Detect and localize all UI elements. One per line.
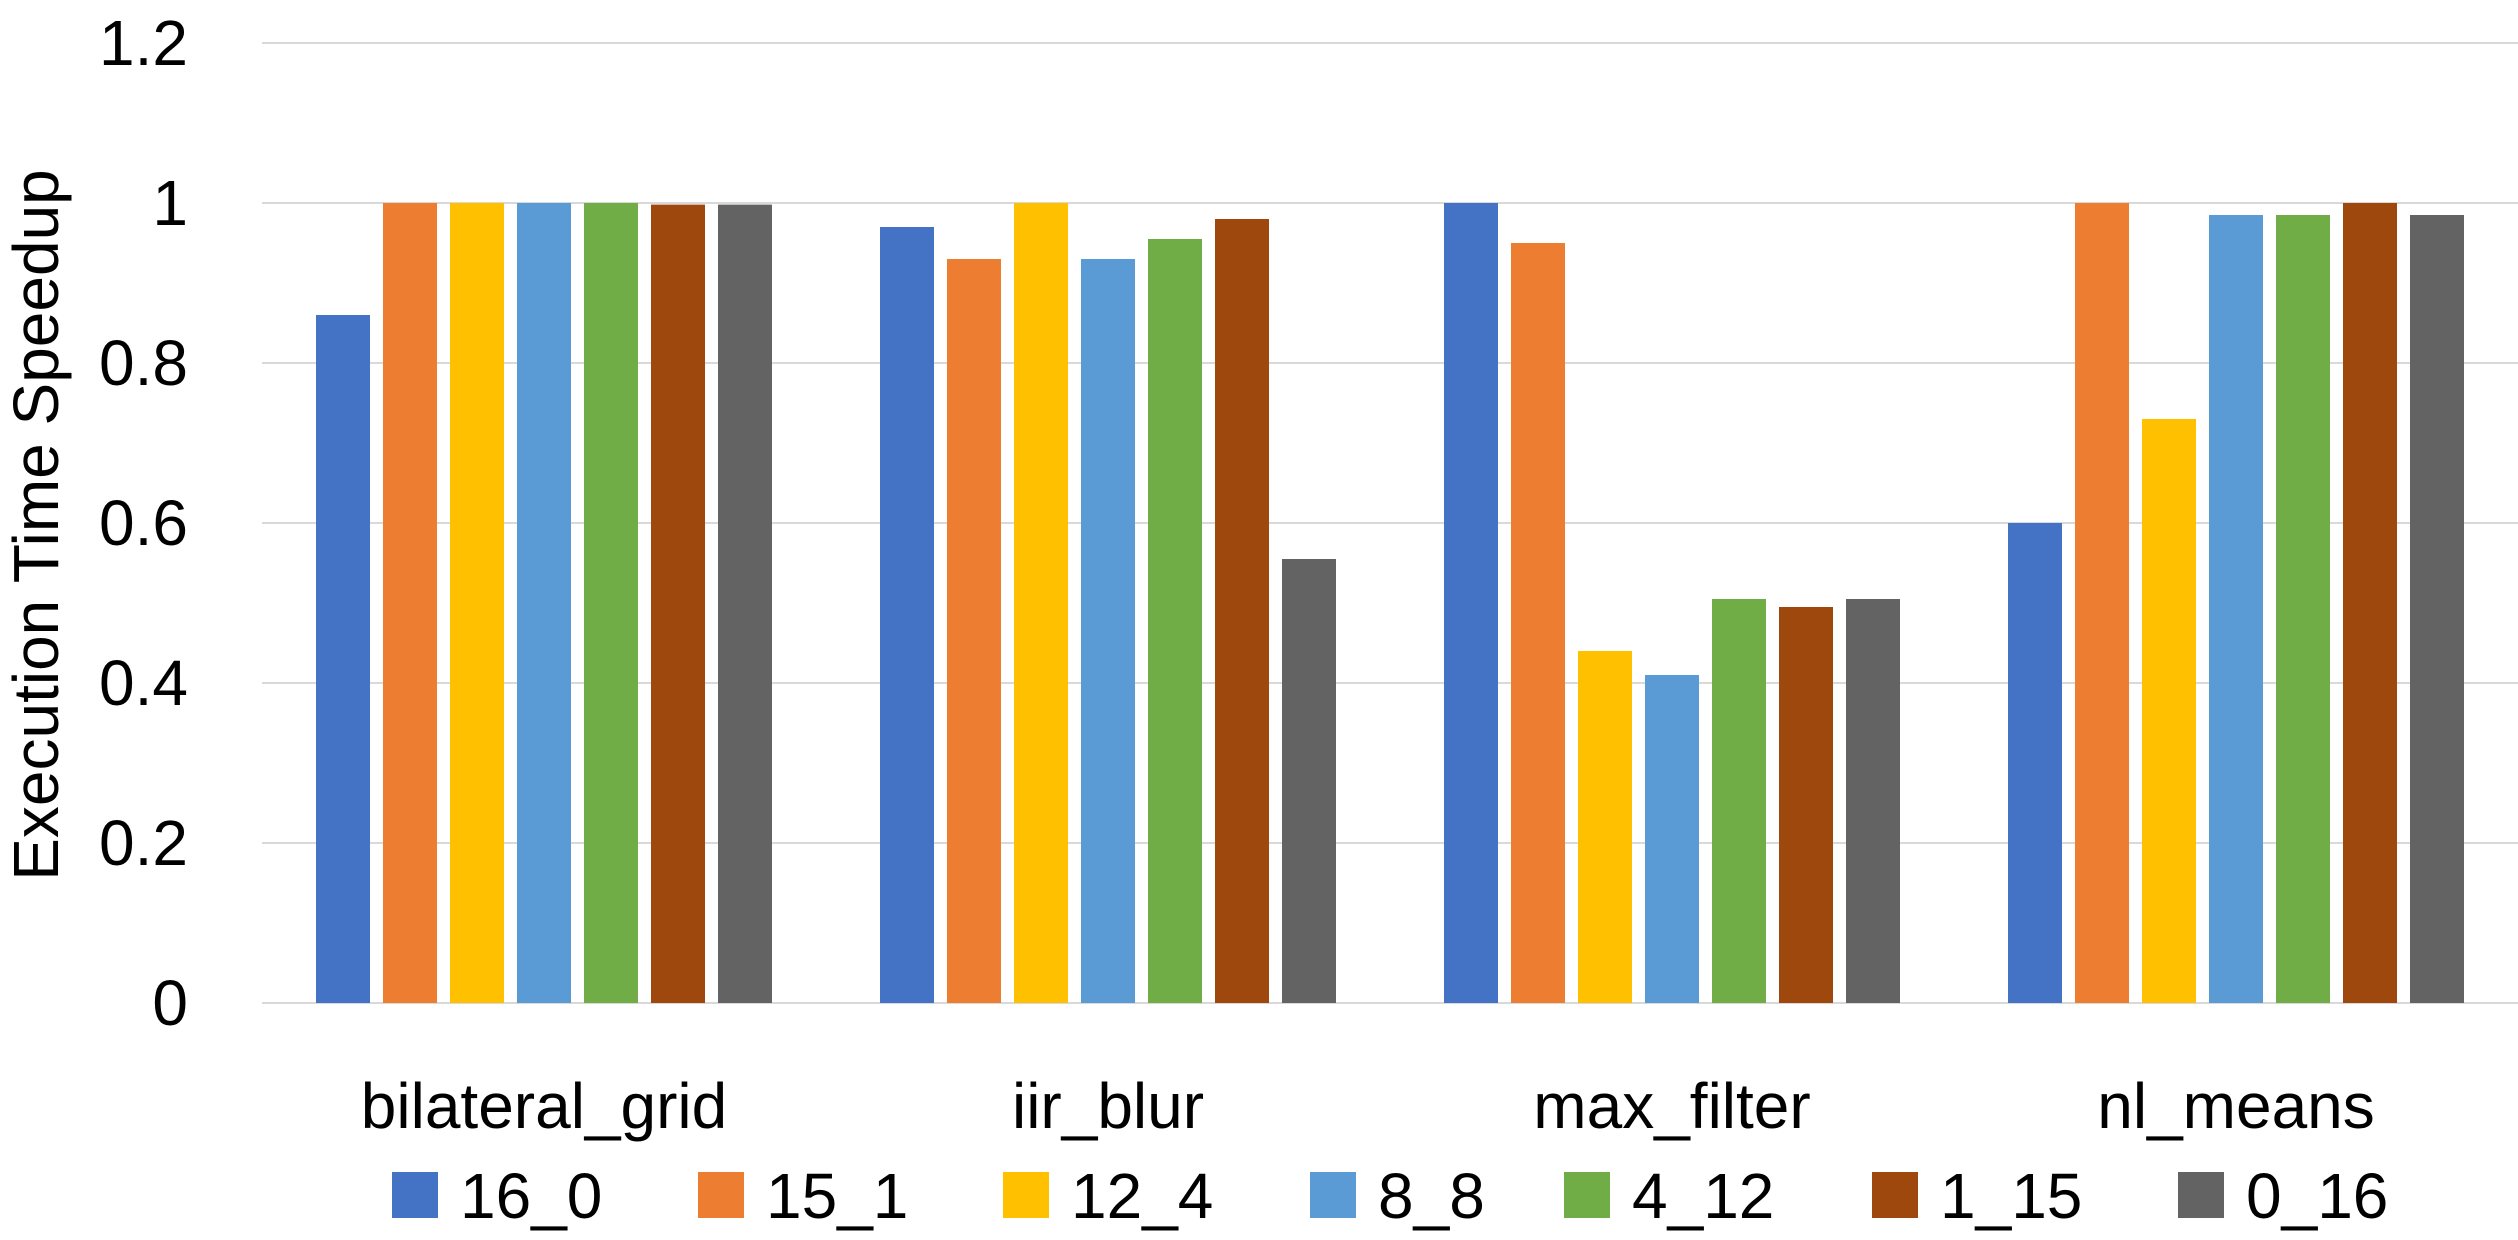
bar-16_0-nl_means: [2008, 523, 2062, 1003]
legend-swatch: [1872, 1172, 1918, 1218]
bar-16_0-iir_blur: [880, 227, 934, 1003]
legend-label: 4_12: [1632, 1160, 1774, 1232]
x-category-label: max_filter: [1533, 1070, 1810, 1142]
bar-1_15-max_filter: [1779, 607, 1833, 1003]
legend-swatch: [392, 1172, 438, 1218]
legend-item-12_4: 12_4: [1003, 1160, 1213, 1232]
bars: [316, 203, 2464, 1004]
legend-swatch: [698, 1172, 744, 1218]
y-tick-label: 0.6: [99, 487, 188, 559]
bar-1_15-iir_blur: [1215, 219, 1269, 1003]
bar-4_12-max_filter: [1712, 599, 1766, 1003]
y-tick-label: 1.2: [99, 7, 188, 79]
legend-item-4_12: 4_12: [1564, 1160, 1774, 1232]
bar-4_12-iir_blur: [1148, 239, 1202, 1003]
legend-label: 1_15: [1940, 1160, 2082, 1232]
bar-8_8-max_filter: [1645, 675, 1699, 1003]
legend-swatch: [1003, 1172, 1049, 1218]
legend-label: 12_4: [1071, 1160, 1213, 1232]
bar-12_4-nl_means: [2142, 419, 2196, 1003]
bar-8_8-bilateral_grid: [517, 203, 571, 1003]
bar-12_4-iir_blur: [1014, 203, 1068, 1003]
bar-4_12-bilateral_grid: [584, 203, 638, 1003]
y-tick-label: 0: [152, 967, 188, 1039]
bar-16_0-bilateral_grid: [316, 315, 370, 1003]
y-tick-label: 0.2: [99, 807, 188, 879]
legend-label: 8_8: [1378, 1160, 1485, 1232]
legend-item-15_1: 15_1: [698, 1160, 908, 1232]
bar-15_1-iir_blur: [947, 259, 1001, 1003]
x-category-labels: bilateral_grid iir_blur max_filter nl_means: [361, 1070, 2375, 1142]
bar-1_15-bilateral_grid: [651, 204, 705, 1004]
legend-item-8_8: 8_8: [1310, 1160, 1485, 1232]
bar-4_12-nl_means: [2276, 215, 2330, 1003]
legend-item-0_16: 0_16: [2178, 1160, 2388, 1232]
bar-15_1-max_filter: [1511, 243, 1565, 1003]
x-category-label: iir_blur: [1012, 1070, 1204, 1142]
y-tick-label: 1: [152, 167, 188, 239]
x-category-label: nl_means: [2097, 1070, 2375, 1142]
x-category-label: bilateral_grid: [361, 1070, 727, 1142]
legend: 16_0 15_1 12_4 8_8 4_12 1_15 0_16: [392, 1160, 2388, 1232]
y-tick-label: 0.8: [99, 327, 188, 399]
legend-swatch: [2178, 1172, 2224, 1218]
bar-0_16-iir_blur: [1282, 559, 1336, 1003]
legend-label: 0_16: [2246, 1160, 2388, 1232]
legend-label: 15_1: [766, 1160, 908, 1232]
bar-0_16-max_filter: [1846, 599, 1900, 1003]
bar-12_4-max_filter: [1578, 651, 1632, 1003]
legend-label: 16_0: [460, 1160, 602, 1232]
bar-12_4-bilateral_grid: [450, 203, 504, 1003]
y-tick-labels: 0 0.2 0.4 0.6 0.8 1 1.2: [99, 7, 188, 1039]
bar-0_16-nl_means: [2410, 215, 2464, 1003]
bar-8_8-nl_means: [2209, 215, 2263, 1003]
y-tick-label: 0.4: [99, 647, 188, 719]
legend-item-1_15: 1_15: [1872, 1160, 2082, 1232]
bar-0_16-bilateral_grid: [718, 204, 772, 1004]
legend-swatch: [1310, 1172, 1356, 1218]
legend-swatch: [1564, 1172, 1610, 1218]
bar-15_1-bilateral_grid: [383, 203, 437, 1003]
y-axis-title: Execution Time Speedup: [0, 169, 72, 881]
legend-item-16_0: 16_0: [392, 1160, 602, 1232]
bar-16_0-max_filter: [1444, 203, 1498, 1003]
bar-1_15-nl_means: [2343, 203, 2397, 1003]
bar-15_1-nl_means: [2075, 203, 2129, 1003]
bar-8_8-iir_blur: [1081, 259, 1135, 1003]
